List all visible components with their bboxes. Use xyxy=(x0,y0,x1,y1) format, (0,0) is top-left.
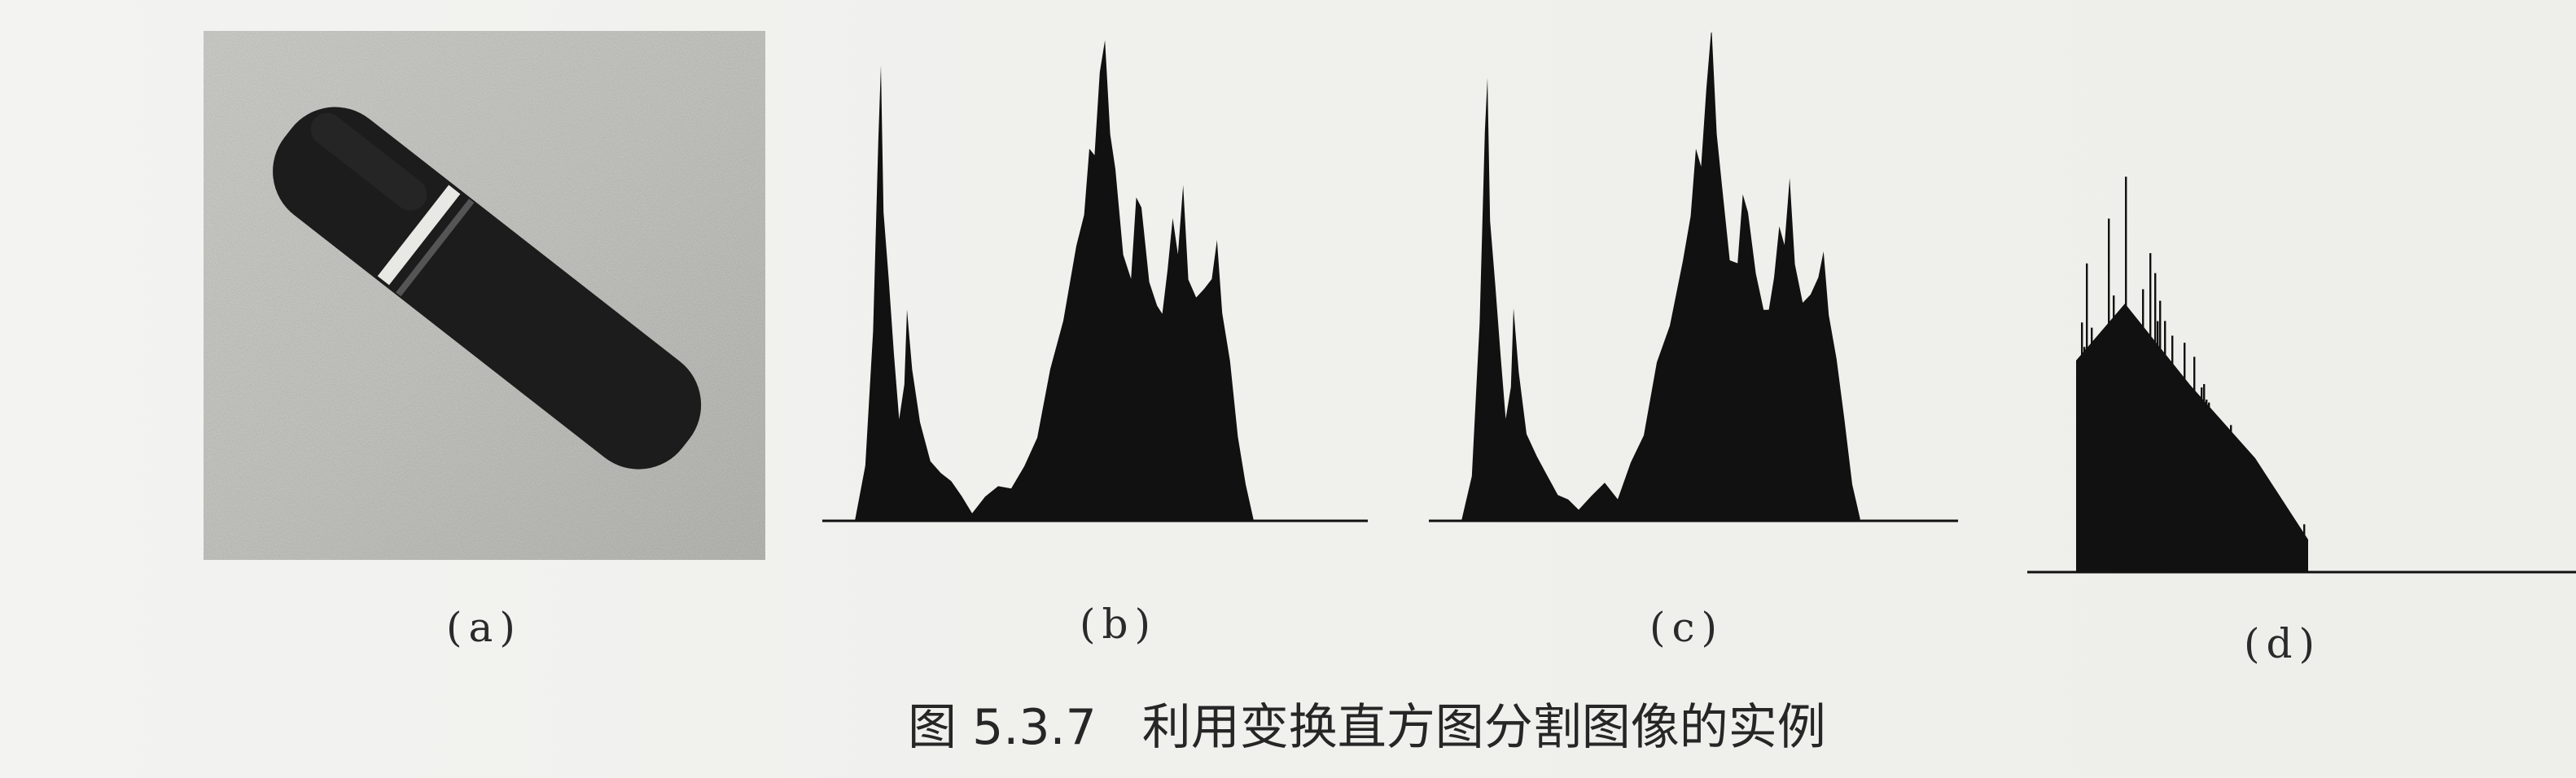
histogram-panel-c xyxy=(1429,33,1974,570)
usb-stick-object xyxy=(273,107,702,470)
panel-label-d: (d) xyxy=(2244,620,2322,667)
histogram-panel-d xyxy=(2027,33,2576,586)
figure-number: 图 5.3.7 xyxy=(908,699,1097,756)
figure-caption-text: 利用变换直方图分割图像的实例 xyxy=(1141,699,1826,756)
histogram-silhouette xyxy=(1461,33,1860,521)
panel-label-a: (a) xyxy=(446,604,522,651)
histogram-panel-b xyxy=(822,33,1368,570)
histogram-body xyxy=(2076,304,2308,572)
histogram-silhouette xyxy=(855,40,1254,522)
photo-panel-a xyxy=(204,31,765,560)
panel-label-c: (c) xyxy=(1649,604,1724,651)
figure-caption: 图 5.3.7 利用变换直方图分割图像的实例 xyxy=(908,688,1826,758)
panel-label-b: (b) xyxy=(1080,601,1158,648)
